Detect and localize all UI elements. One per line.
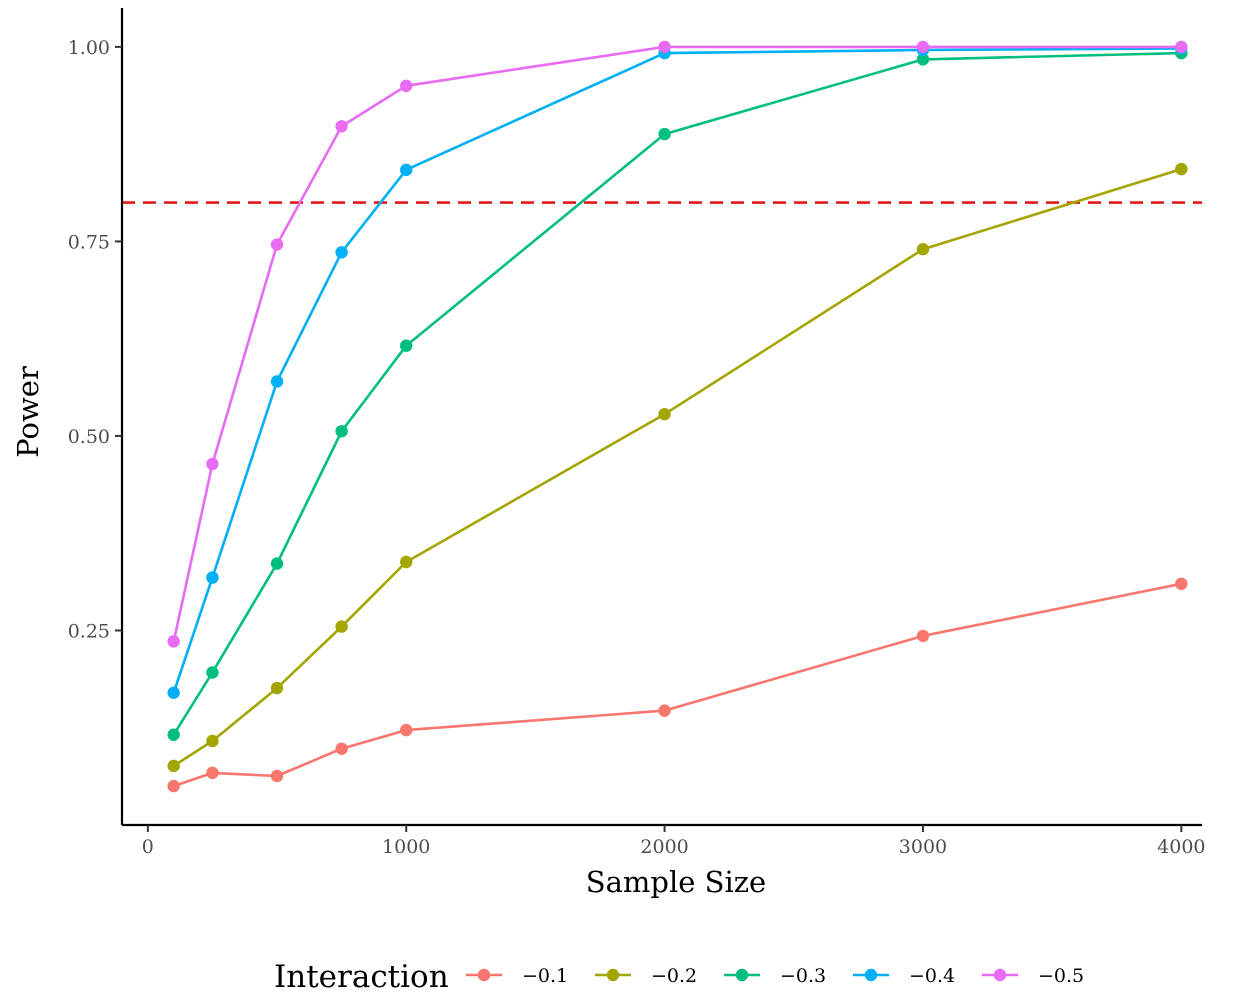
data-point [1175,40,1188,54]
y-tick-label: 0.75 [68,231,110,253]
data-point [206,571,219,584]
legend-label: −0.1 [522,965,568,987]
data-point [270,769,284,783]
data-point [270,557,284,570]
legend-label: −0.3 [780,965,826,987]
data-point [335,246,348,259]
x-axis-title: Sample Size [586,865,766,899]
series-line-3 [172,51,1182,736]
data-point [167,728,180,741]
data-point [1175,577,1188,590]
data-point [335,120,348,133]
data-point [335,620,348,633]
series-line-5 [172,45,1182,642]
data-point [167,759,180,773]
axes: 0.25 0.50 0.75 1.00 0 1000 2000 3000 4000 [68,8,1206,858]
legend-key-point [606,968,620,982]
data-point [1175,162,1188,176]
data-point [167,686,180,699]
legend-item-1: −0.1 [466,965,568,987]
data-point [916,243,930,256]
legend-key-point [477,968,491,982]
data-point [167,779,180,793]
data-point [916,629,930,643]
y-tick-label: 0.25 [68,620,110,642]
legend-title: Interaction [274,959,449,993]
x-tick-label: 4000 [1157,836,1205,858]
data-point [658,407,671,421]
data-point [270,375,284,388]
data-point [400,163,413,177]
x-tick-label: 0 [142,836,154,858]
legend-key-point [993,968,1007,982]
data-point [658,704,671,717]
data-point [916,40,930,54]
data-point [206,734,219,748]
legend-item-4: −0.4 [853,965,955,987]
data-point [206,766,219,780]
legend-key-point [864,968,878,982]
data-point [270,681,284,695]
x-tick-label: 1000 [382,836,430,858]
data-point [270,238,284,251]
data-point [206,666,219,679]
legend-item-3: −0.3 [724,965,826,987]
data-point [658,40,671,54]
data-point [400,555,413,569]
data-point [400,723,413,737]
data-point [167,635,180,648]
series-line-2 [172,167,1182,767]
y-tick-label: 0.50 [68,426,110,448]
legend-label: −0.4 [909,965,955,987]
data-point [206,457,219,471]
series-line-4 [172,47,1182,694]
data-point [335,742,348,755]
y-tick-label: 1.00 [68,37,110,59]
legend-label: −0.5 [1038,965,1084,987]
data-point [400,79,413,93]
data-point [658,127,671,141]
plot-area [122,40,1202,793]
data-point [335,425,348,438]
data-point [916,53,930,66]
legend: Interaction −0.1 −0.2 −0.3 −0.4 −0.5 [274,959,1084,993]
x-tick-label: 2000 [640,836,688,858]
x-tick-label: 3000 [899,836,947,858]
series-line-1 [173,582,1182,788]
legend-key-point [735,968,749,982]
data-point [400,339,413,352]
legend-item-2: −0.2 [595,965,697,987]
legend-item-5: −0.5 [982,965,1084,987]
y-axis-title: Power [11,366,45,458]
legend-label: −0.2 [651,965,697,987]
